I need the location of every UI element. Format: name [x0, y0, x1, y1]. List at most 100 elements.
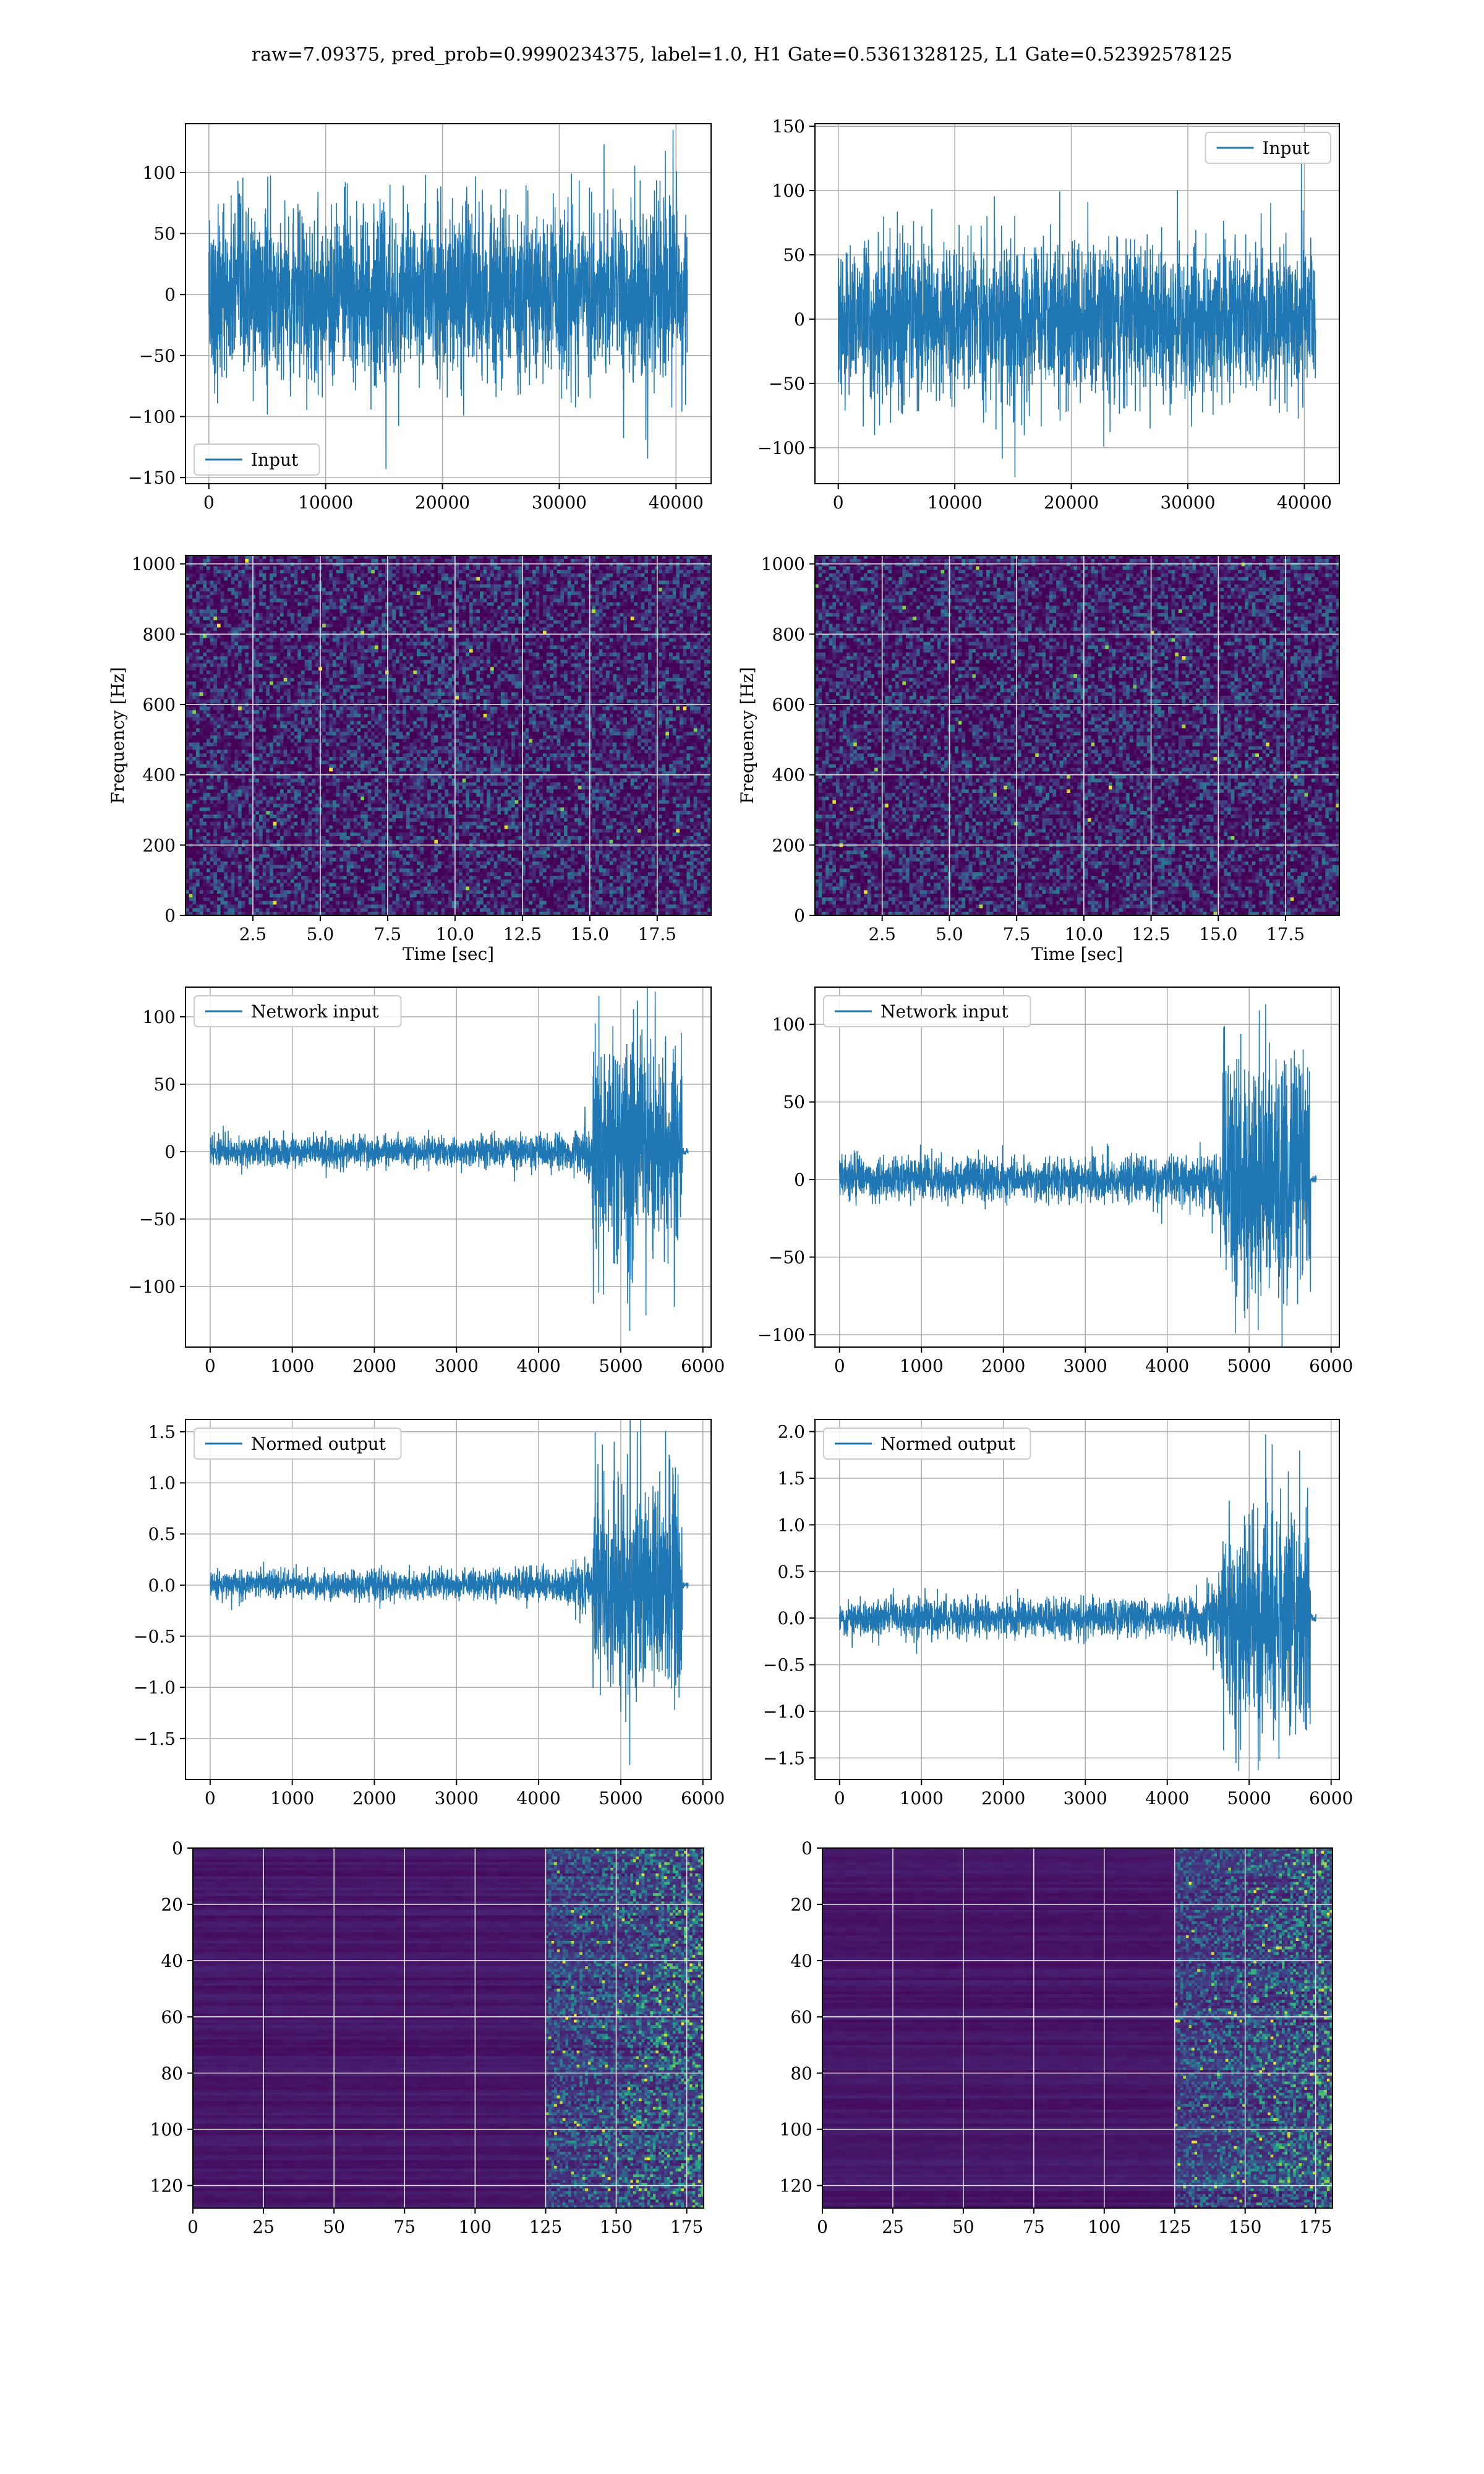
heatmap-cell [245, 588, 249, 591]
heatmap-cell [438, 627, 441, 631]
heatmap-cell [364, 646, 368, 649]
heatmap-cell [511, 559, 515, 563]
heatmap-cell [518, 591, 522, 595]
heatmap-cell [322, 602, 326, 606]
heatmap-cell [595, 591, 599, 595]
heatmap-cell [690, 646, 694, 649]
heatmap-cell [585, 627, 589, 631]
heatmap-cell [518, 656, 522, 660]
heatmap-cell [406, 624, 410, 628]
heatmap-cell [333, 649, 336, 653]
heatmap-cell [424, 595, 427, 599]
heatmap-cell [238, 609, 242, 613]
heatmap-cell [301, 627, 305, 631]
heatmap-cell [644, 646, 648, 649]
heatmap-cell [641, 606, 645, 610]
heatmap-cell [192, 660, 196, 664]
heatmap-cell [501, 573, 505, 577]
heatmap-cell [263, 584, 267, 588]
heatmap-cell [322, 591, 326, 595]
heatmap-cell [245, 581, 249, 584]
heatmap-cell [543, 606, 547, 610]
heatmap-cell [291, 563, 294, 567]
heatmap-cell [287, 613, 291, 617]
heatmap-cell [255, 595, 259, 599]
heatmap-cell [357, 646, 361, 649]
heatmap-cell [459, 591, 463, 595]
heatmap-cell [284, 664, 288, 667]
heatmap-cell [221, 602, 224, 606]
heatmap-cell [574, 617, 578, 620]
heatmap-cell [420, 584, 424, 588]
heatmap-cell [308, 602, 312, 606]
heatmap-cell [273, 588, 277, 591]
heatmap-cell [623, 563, 627, 567]
heatmap-cell [473, 567, 477, 570]
heatmap-cell [294, 613, 298, 617]
heatmap-cell [441, 660, 445, 664]
heatmap-cell [357, 591, 361, 595]
heatmap-cell [242, 660, 245, 664]
heatmap-cell [539, 638, 543, 642]
heatmap-cell [242, 620, 245, 624]
heatmap-cell [557, 617, 561, 620]
heatmap-cell [683, 573, 687, 577]
heatmap-cell [273, 563, 277, 567]
heatmap-cell [347, 567, 351, 570]
heatmap-cell [270, 577, 273, 581]
heatmap-cell [595, 577, 599, 581]
heatmap-cell [294, 570, 298, 573]
heatmap-cell [280, 588, 284, 591]
heatmap-cell [263, 649, 267, 653]
heatmap-cell [420, 581, 424, 584]
heatmap-cell [578, 599, 582, 602]
heatmap-cell [364, 606, 368, 610]
heatmap-cell [238, 642, 242, 646]
heatmap-cell [445, 567, 448, 570]
heatmap-cell [333, 635, 336, 638]
heatmap-cell [192, 620, 196, 624]
heatmap-cell [616, 570, 620, 573]
heatmap-cell [690, 642, 694, 646]
heatmap-cell [613, 581, 616, 584]
heatmap-cell [476, 624, 480, 628]
heatmap-cell [420, 609, 424, 613]
heatmap-cell [294, 656, 298, 660]
heatmap-cell [638, 581, 641, 584]
heatmap-cell [329, 577, 333, 581]
heatmap-cell [539, 602, 543, 606]
heatmap-cell [441, 570, 445, 573]
heatmap-cell [589, 570, 592, 573]
heatmap-cell [322, 620, 326, 624]
heatmap-cell [266, 656, 270, 660]
heatmap-cell [284, 656, 288, 660]
heatmap-cell [228, 664, 231, 667]
heatmap-cell [508, 609, 511, 613]
heatmap-cell [203, 595, 207, 599]
heatmap-cell [683, 609, 687, 613]
heatmap-cell [501, 635, 505, 638]
heatmap-cell [701, 646, 704, 649]
heatmap-cell [339, 635, 343, 638]
heatmap-cell [627, 649, 631, 653]
heatmap-cell [676, 656, 680, 660]
heatmap-cell [473, 581, 477, 584]
heatmap-cell [305, 609, 309, 613]
heatmap-cell [589, 638, 592, 642]
heatmap-cell [231, 559, 235, 563]
heatmap-cell [571, 613, 574, 617]
heatmap-cell [189, 656, 193, 660]
heatmap-cell [354, 660, 357, 664]
heatmap-cell [490, 559, 494, 563]
heatmap-cell [627, 595, 631, 599]
heatmap-cell [589, 567, 592, 570]
heatmap-cell [631, 559, 634, 563]
heatmap-cell [669, 559, 673, 563]
heatmap-cell [305, 570, 309, 573]
heatmap-cell [613, 602, 616, 606]
heatmap-cell [669, 602, 673, 606]
heatmap-cell [238, 573, 242, 577]
heatmap-cell [497, 660, 501, 664]
heatmap-cell [606, 613, 610, 617]
heatmap-cell [396, 591, 399, 595]
